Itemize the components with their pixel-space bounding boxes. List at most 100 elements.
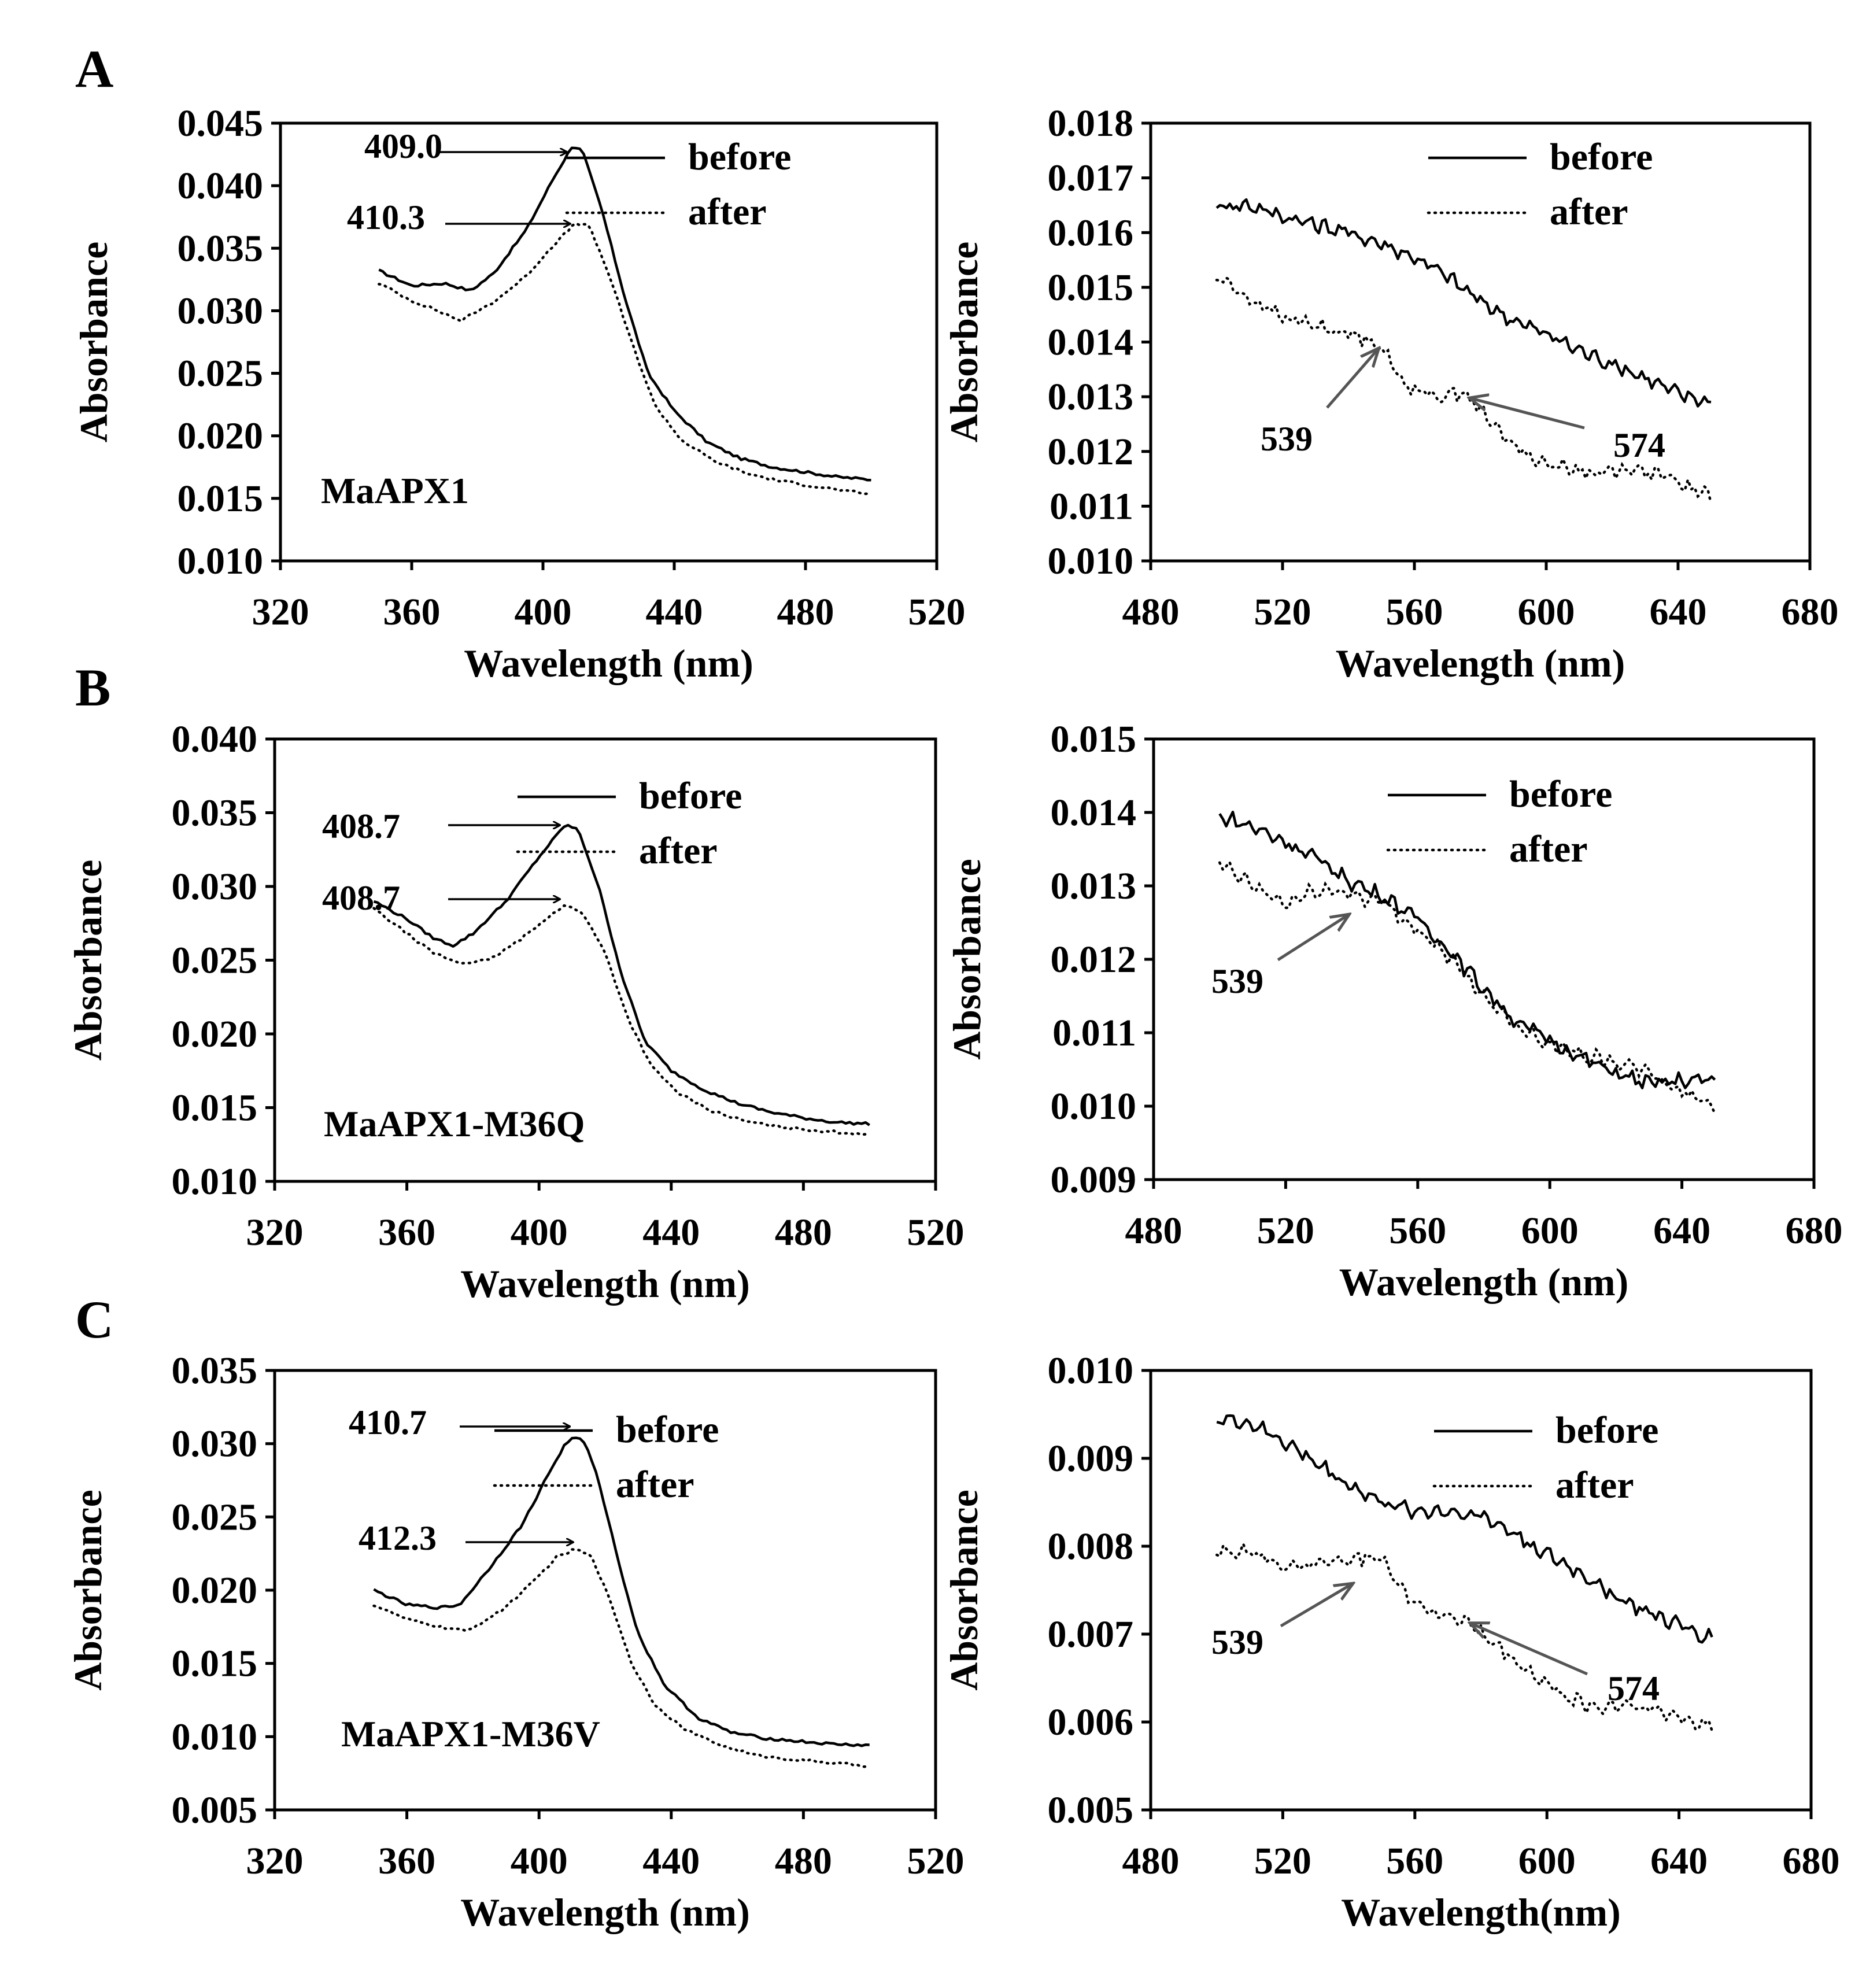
series-line-after xyxy=(1218,859,1716,1115)
legend-label-after: after xyxy=(616,1464,694,1506)
y-axis-title: Absorbance xyxy=(72,242,116,443)
x-tick-label: 520 xyxy=(1254,591,1311,633)
series-line-after xyxy=(372,1548,871,1768)
y-tick-label: 0.015 xyxy=(178,478,264,520)
band-annotation-label: 539 xyxy=(1211,962,1263,1000)
series-line-before xyxy=(1216,1414,1713,1644)
peak-annotation-label: 410.3 xyxy=(347,198,425,237)
y-tick-label: 0.007 xyxy=(1048,1613,1134,1656)
x-tick-label: 520 xyxy=(1257,1210,1314,1252)
band-annotation-arrow xyxy=(1470,398,1585,430)
series-line-before xyxy=(373,1436,870,1747)
x-tick-label: 320 xyxy=(246,1840,304,1882)
x-axis-title: Wavelength (nm) xyxy=(460,1262,750,1306)
x-tick-label: 480 xyxy=(777,591,834,633)
x-tick-label: 600 xyxy=(1521,1210,1579,1252)
y-tick-label: 0.011 xyxy=(1052,1012,1136,1054)
x-tick-label: 320 xyxy=(252,591,309,633)
y-tick-label: 0.005 xyxy=(1048,1789,1134,1831)
plot-frame xyxy=(1149,121,1812,563)
y-axis-title: Absorbance xyxy=(66,1490,110,1691)
band-annotation-label: 539 xyxy=(1211,1623,1263,1661)
x-tick-label: 480 xyxy=(1122,591,1180,633)
x-axis-title: Wavelength (nm) xyxy=(460,1890,750,1934)
y-tick-label: 0.020 xyxy=(178,415,264,457)
x-tick-label: 520 xyxy=(908,591,966,633)
plot-frame xyxy=(1149,1369,1813,1812)
x-tick-label: 560 xyxy=(1386,591,1443,633)
y-tick-label: 0.013 xyxy=(1048,376,1134,418)
band-annotation-arrow xyxy=(1471,1624,1588,1676)
x-tick-label: 640 xyxy=(1650,591,1707,633)
y-tick-label: 0.012 xyxy=(1051,938,1137,981)
chart-panel-A-qband: 480 520 560 600 640 680 0.010 0.011 0.012 0.013 0.… xyxy=(942,102,1839,685)
x-tick-label: 520 xyxy=(907,1211,965,1254)
y-tick-label: 0.010 xyxy=(172,1716,258,1758)
x-tick-label: 560 xyxy=(1389,1210,1446,1252)
series-line-after xyxy=(1215,276,1713,505)
series-line-before xyxy=(1218,811,1716,1089)
x-tick-label: 320 xyxy=(246,1211,304,1254)
x-tick-label: 360 xyxy=(383,591,441,633)
x-tick-label: 480 xyxy=(775,1840,832,1882)
legend-label-after: after xyxy=(1555,1464,1634,1506)
x-tick-label: 640 xyxy=(1650,1840,1708,1882)
y-tick-label: 0.035 xyxy=(172,1350,258,1392)
band-annotation-label: 574 xyxy=(1613,426,1665,464)
sample-label: MaAPX1 xyxy=(321,470,469,511)
y-tick-label: 0.025 xyxy=(178,353,264,395)
panel-letter: B xyxy=(75,658,110,717)
peak-annotation-label: 412.3 xyxy=(359,1519,437,1557)
peak-annotation-label: 408.7 xyxy=(322,807,400,845)
x-tick-label: 640 xyxy=(1653,1210,1710,1252)
x-tick-label: 480 xyxy=(775,1211,832,1254)
series-line-after xyxy=(378,221,873,497)
y-tick-label: 0.018 xyxy=(1048,102,1134,145)
y-tick-label: 0.006 xyxy=(1048,1701,1134,1743)
legend-label-before: before xyxy=(688,136,791,178)
y-tick-label: 0.014 xyxy=(1048,322,1134,364)
chart-panel-C-qband: 480 520 560 600 640 680 0.005 0.006 0.007 0.008 0.… xyxy=(942,1350,1840,1934)
y-tick-label: 0.010 xyxy=(178,540,264,582)
band-annotation-arrow xyxy=(1326,349,1378,409)
y-tick-label: 0.035 xyxy=(178,227,264,269)
y-tick-label: 0.025 xyxy=(172,1496,258,1538)
y-tick-label: 0.008 xyxy=(1048,1525,1134,1568)
x-tick-label: 480 xyxy=(1125,1210,1183,1252)
y-tick-label: 0.011 xyxy=(1050,485,1133,527)
x-tick-label: 600 xyxy=(1518,1840,1576,1882)
legend-label-after: after xyxy=(1509,828,1588,870)
band-annotation-label: 539 xyxy=(1261,420,1313,458)
legend-label-after: after xyxy=(1550,191,1628,233)
x-tick-label: 360 xyxy=(378,1211,435,1254)
x-tick-label: 440 xyxy=(646,591,703,633)
y-tick-label: 0.015 xyxy=(1051,718,1137,760)
y-tick-label: 0.010 xyxy=(1048,540,1134,582)
y-tick-label: 0.030 xyxy=(172,1423,258,1465)
y-tick-label: 0.010 xyxy=(1051,1085,1137,1128)
x-tick-label: 600 xyxy=(1518,591,1575,633)
y-tick-label: 0.030 xyxy=(172,866,258,908)
x-tick-label: 400 xyxy=(515,591,572,633)
y-tick-label: 0.015 xyxy=(172,1643,258,1685)
x-axis-title: Wavelength(nm) xyxy=(1341,1890,1621,1934)
y-axis-title: Absorbance xyxy=(942,242,986,443)
legend-label-before: before xyxy=(616,1409,719,1451)
y-tick-label: 0.016 xyxy=(1048,212,1134,254)
legend-label-after: after xyxy=(688,191,767,233)
y-tick-label: 0.013 xyxy=(1051,865,1137,907)
legend-label-before: before xyxy=(1550,136,1653,178)
y-tick-label: 0.017 xyxy=(1048,157,1134,199)
band-annotation-arrow xyxy=(1280,1584,1352,1628)
x-tick-label: 440 xyxy=(642,1840,700,1882)
series-line-after xyxy=(1215,1540,1713,1732)
y-tick-label: 0.025 xyxy=(172,940,258,982)
y-axis-title: Absorbance xyxy=(66,860,110,1061)
band-annotation-arrow xyxy=(1277,915,1348,962)
y-tick-label: 0.012 xyxy=(1048,431,1134,473)
y-tick-label: 0.040 xyxy=(172,718,258,760)
legend-label-before: before xyxy=(1509,773,1612,815)
legend-label-before: before xyxy=(639,775,742,817)
x-axis-title: Wavelength (nm) xyxy=(1339,1260,1629,1304)
